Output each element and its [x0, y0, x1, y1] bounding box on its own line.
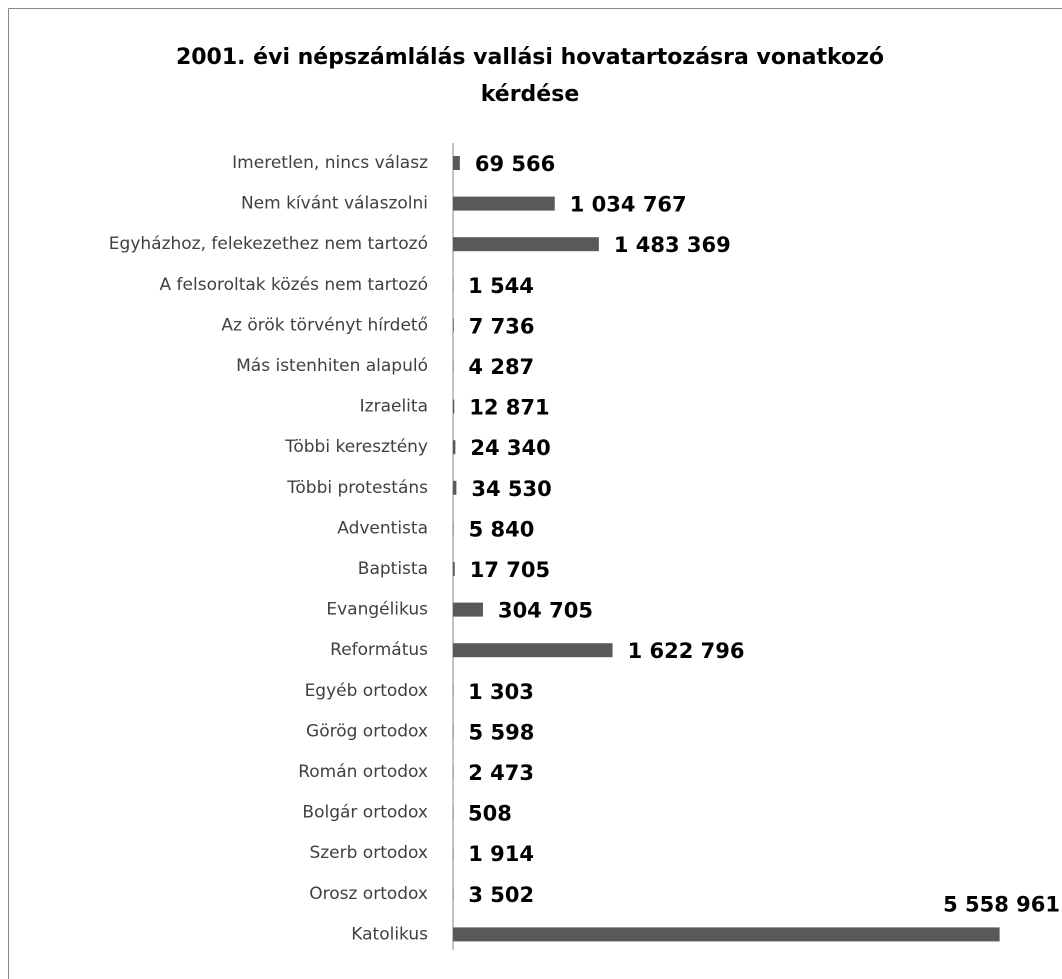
bar [453, 886, 454, 901]
bar [453, 683, 454, 698]
y-tick-label: Református [330, 640, 428, 660]
y-tick-label: Az örök törvényt hírdető [221, 315, 428, 335]
data-label: 5 840 [469, 517, 535, 541]
data-label: 508 [468, 802, 512, 826]
y-tick-label: Egyéb ortodox [305, 681, 428, 701]
data-label: 1 483 369 [614, 233, 731, 257]
bar [453, 399, 455, 414]
data-label: 1 034 767 [570, 193, 687, 217]
y-tick-label: Más istenhiten alapuló [236, 356, 428, 376]
bar [453, 927, 1000, 942]
data-label: 17 705 [470, 558, 550, 582]
data-label: 34 530 [471, 477, 551, 501]
y-tick-label: Adventista [337, 518, 428, 538]
y-tick-label: Evangélikus [326, 600, 428, 620]
data-label: 24 340 [470, 436, 550, 460]
data-label: 5 558 961 [943, 892, 1060, 916]
data-label: 5 598 [469, 720, 535, 744]
data-label: 1 303 [468, 680, 534, 704]
data-label: 1 544 [468, 274, 534, 298]
data-label: 3 502 [468, 883, 534, 907]
bar [453, 602, 483, 617]
bar [453, 724, 454, 739]
bar [453, 480, 457, 495]
y-tick-label: Bolgár ortodox [302, 803, 428, 823]
bar [453, 318, 454, 333]
bar [453, 440, 456, 455]
bar [453, 765, 454, 779]
y-tick-label: Baptista [358, 559, 428, 579]
bar [453, 237, 599, 252]
y-tick-label: Izraelita [360, 397, 428, 417]
data-label: 304 705 [498, 599, 593, 623]
bar [453, 643, 613, 658]
data-label: 1 622 796 [628, 639, 745, 663]
data-label: 4 287 [468, 355, 534, 379]
bar [453, 805, 454, 820]
y-tick-label: Orosz ortodox [309, 884, 428, 904]
bar [453, 846, 454, 861]
bar [453, 277, 454, 292]
bar [453, 521, 454, 536]
y-tick-label: Görög ortodox [306, 721, 428, 741]
data-label: 7 736 [469, 314, 535, 338]
bar [453, 156, 460, 170]
data-label: 1 914 [468, 842, 534, 866]
y-tick-label: A felsoroltak közés nem tartozó [160, 275, 428, 295]
y-tick-label: Szerb ortodox [309, 843, 428, 863]
data-label: 69 566 [475, 152, 555, 176]
bar [453, 196, 555, 211]
y-tick-label: Nem kívánt válaszolni [241, 194, 428, 214]
y-tick-label: Román ortodox [298, 762, 428, 782]
bar [453, 562, 455, 576]
y-tick-label: Katolikus [351, 924, 428, 944]
bar [453, 359, 454, 373]
data-label: 12 871 [469, 396, 549, 420]
y-tick-label: Többi keresztény [284, 437, 428, 457]
y-tick-label: Egyházhoz, felekezethez nem tartozó [109, 234, 428, 254]
y-tick-label: Többi protestáns [286, 478, 428, 498]
y-tick-label: Imeretlen, nincs válasz [232, 153, 428, 173]
chart-title: 2001. évi népszámlálás vallási hovatarto… [176, 45, 884, 107]
data-label: 2 473 [468, 761, 534, 785]
